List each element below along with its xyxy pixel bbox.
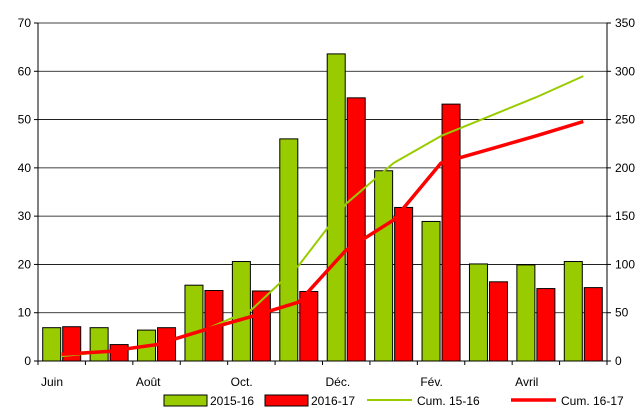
y-right-tick-label: 250 — [615, 113, 635, 127]
y-left-tick-label: 30 — [18, 209, 32, 223]
y-right-tick-label: 50 — [615, 306, 629, 320]
y-right-tick-label: 0 — [615, 354, 622, 368]
x-tick-label: Juin — [41, 375, 63, 389]
bar-2016-17 — [488, 281, 508, 362]
bar-2015-16 — [421, 220, 441, 362]
bar-2016-17 — [299, 290, 319, 362]
x-tick-label: Août — [136, 375, 161, 389]
bar-2015-16 — [563, 261, 583, 362]
bar-2015-16 — [468, 263, 488, 362]
y-right-tick-label: 200 — [615, 161, 635, 175]
legend-label: Cum. 16-17 — [561, 394, 624, 408]
bar-2016-17 — [109, 344, 129, 362]
bar-2015-16 — [42, 327, 62, 362]
line-cumulative-16-17 — [61, 119, 584, 356]
bar-2015-16 — [516, 264, 536, 362]
bar-2016-17 — [346, 97, 366, 362]
bar-2016-17 — [583, 287, 603, 362]
gridlines — [38, 22, 607, 314]
legend-swatch-bar — [163, 394, 208, 407]
bar-2015-16 — [184, 284, 204, 362]
legend-label: 2016-17 — [311, 394, 355, 408]
cumulative-lines — [61, 75, 584, 358]
bar-2015-16 — [279, 138, 299, 362]
axes: 0 10 20 30 40 50 60 70 0 50 100 150 200 250 300 350 Juin… — [18, 16, 636, 389]
y-left-tick-label: 40 — [18, 161, 32, 175]
bar-2015-16 — [374, 170, 394, 362]
bar-2016-17 — [394, 206, 414, 362]
y-right-tick-label: 300 — [615, 64, 635, 78]
y-right-tick-label: 150 — [615, 209, 635, 223]
y-left-tick-label: 20 — [18, 257, 32, 271]
bar-2015-16 — [89, 327, 109, 362]
legend-label: Cum. 15-16 — [417, 394, 480, 408]
x-tick-label: Déc. — [326, 375, 351, 389]
y-right-tick-label: 100 — [615, 257, 635, 271]
bar-2016-17 — [441, 103, 461, 362]
y-left-tick-label: 60 — [18, 64, 32, 78]
legend-label: 2015-16 — [210, 394, 254, 408]
x-tick-label: Fév. — [420, 375, 442, 389]
x-tick-label: Oct. — [231, 375, 253, 389]
y-left-tick-label: 10 — [18, 306, 32, 320]
y-left-tick-label: 70 — [18, 16, 32, 30]
y-right-tick-label: 350 — [615, 16, 635, 30]
bars — [42, 53, 603, 362]
x-tick-label: Avril — [515, 375, 538, 389]
legend: 2015-16 2016-17 Cum. 15-16 Cum. 16-17 — [163, 394, 624, 408]
bar-2016-17 — [536, 288, 556, 362]
legend-swatch-bar — [264, 394, 309, 407]
y-left-tick-label: 0 — [24, 354, 31, 368]
y-left-tick-label: 50 — [18, 113, 32, 127]
